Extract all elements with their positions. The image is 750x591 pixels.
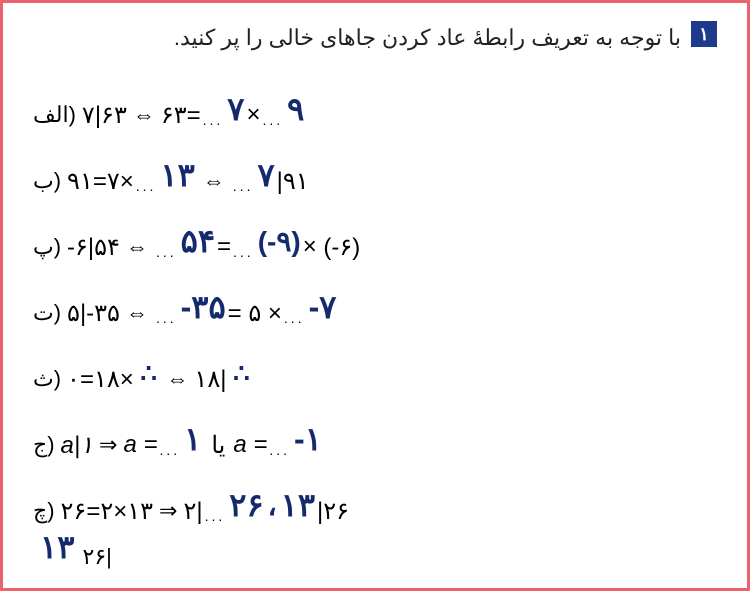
blank-dots: ...	[261, 112, 286, 128]
handwritten-answer: ۱۳	[38, 529, 76, 565]
blank-dots: ...	[154, 244, 179, 260]
handwritten-answer: ۷	[255, 156, 276, 194]
expr: a =	[233, 431, 267, 459]
arrow: ⇒	[93, 432, 123, 458]
expr: =	[217, 233, 231, 261]
label-j: ج)	[33, 432, 55, 458]
handwritten-answer: ۱	[182, 420, 203, 458]
expr: ۲|	[183, 497, 202, 526]
blank-dots: ...	[134, 178, 159, 194]
expr: |۹۱	[277, 167, 309, 196]
handwritten-answer: ۷	[225, 90, 246, 128]
line-b: ب) ۹۱=۷× ... ۱۳ ⇔ ... ۷ |۹۱	[33, 155, 687, 207]
blank-dots: ...	[267, 442, 292, 458]
handwritten-answer: ۲۶	[227, 486, 265, 524]
question-number-badge: ۱	[691, 21, 717, 47]
extra-expr: ۱۳ ۲۶|	[38, 534, 112, 572]
blank-dots: ...	[203, 508, 228, 524]
arrow: ⇔	[120, 300, 154, 326]
comma: ،	[266, 489, 279, 522]
expr: a|۱	[61, 431, 93, 460]
expr: ۵|-۳۵	[67, 299, 120, 328]
label-alef: الف)	[33, 102, 76, 128]
arrow: ⇔	[197, 168, 231, 194]
handwritten-dots-icon	[140, 368, 160, 390]
expr: ۹۱=۷×	[67, 167, 134, 196]
blank-dots: ...	[201, 112, 226, 128]
label-b: ب)	[33, 168, 61, 194]
expr: ۱۸|	[194, 365, 226, 394]
handwritten-answer: -۱	[292, 420, 324, 458]
or-text: یا	[203, 431, 233, 460]
line-t: ت) ۵|-۳۵ ⇔ ... -۳۵ = ۵ × ... -۷	[33, 287, 687, 339]
expr: ×	[246, 101, 260, 129]
line-th: ث) ۰=۱۸× ⇔ ۱۸|	[33, 353, 687, 405]
expr	[317, 233, 324, 261]
label-t: ت)	[33, 300, 61, 326]
expr: ۲۶=۲×۱۳	[61, 497, 153, 526]
label-th: ث)	[33, 366, 61, 392]
expr: -۶|۵۴	[67, 233, 120, 262]
line-j: ج) a|۱ ⇒ a = ... ۱ یا a = ... -۱	[33, 419, 687, 471]
handwritten-answer: -۷	[307, 288, 339, 326]
expr: ۷|۶۳	[82, 101, 127, 130]
question-text: با توجه به تعریف رابطهٔ عاد کردن جاهای خ…	[174, 21, 681, 54]
line-p: پ) -۶|۵۴ ⇔ ... ۵۴ = ... (-۹) × (-۶)	[33, 221, 687, 273]
blank-dots: ...	[231, 244, 256, 260]
expr: ×	[303, 233, 317, 261]
arrow: ⇔	[160, 366, 194, 392]
line-alef: الف) ۷|۶۳ ⇔ ۶۳= ... ۷ × ... ۹	[33, 89, 687, 141]
expr: ۰=۱۸×	[67, 365, 134, 394]
blank-dots: ...	[282, 310, 307, 326]
blank-dots: ...	[157, 442, 182, 458]
blank-dots	[134, 365, 141, 393]
line-ch: چ) ۲۶=۲×۱۳ ⇒ ۲| ... ۲۶ ، ۱۳ |۲۶	[33, 485, 687, 537]
handwritten-dots-icon	[233, 368, 253, 390]
handwritten-answer: ۱۳	[158, 156, 196, 194]
handwritten-answer: ۱۳	[279, 486, 317, 524]
handwritten-answer: -۳۵	[179, 288, 228, 326]
label-ch: چ)	[33, 498, 55, 524]
arrow: ⇔	[127, 102, 161, 128]
arrow: ⇔	[120, 234, 154, 260]
blank-dots	[226, 365, 233, 393]
expr: |۲۶	[317, 497, 349, 526]
expr: = ۵ ×	[228, 299, 282, 328]
handwritten-answer: ۹	[285, 90, 306, 128]
expr: a =	[123, 431, 157, 459]
blank-dots: ...	[231, 178, 256, 194]
handwritten-answer: ۵۴	[179, 222, 217, 260]
answer-lines: الف) ۷|۶۳ ⇔ ۶۳= ... ۷ × ... ۹ ب) ۹۱=۷× .…	[33, 89, 717, 537]
question-header: ۱ با توجه به تعریف رابطهٔ عاد کردن جاهای…	[33, 21, 717, 54]
arrow: ⇒	[153, 498, 183, 524]
blank-dots: ...	[154, 310, 179, 326]
expr: (-۶)	[323, 233, 360, 262]
label-p: پ)	[33, 234, 61, 260]
expr: ۲۶|	[83, 544, 112, 569]
handwritten-answer: (-۹)	[256, 225, 303, 258]
expr: ۶۳=	[161, 101, 201, 130]
